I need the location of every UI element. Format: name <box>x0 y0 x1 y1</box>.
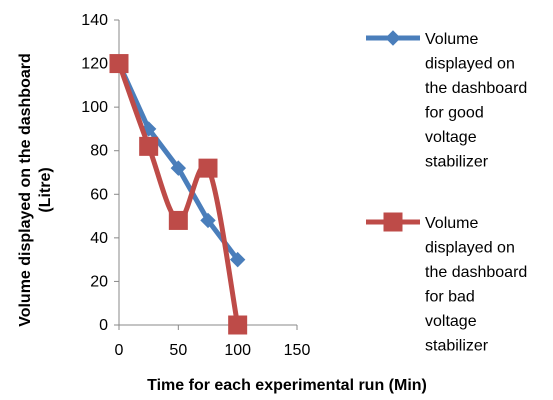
y-tick-label: 80 <box>90 143 108 160</box>
y-tick-label: 140 <box>81 12 108 29</box>
legend-label-line: voltage <box>425 129 477 146</box>
data-point <box>198 158 218 178</box>
legend-label-line: stabilizer <box>425 338 489 355</box>
y-tick-label: 20 <box>90 273 108 290</box>
legend-label-line: stabilizer <box>425 154 489 171</box>
data-point <box>200 212 216 229</box>
legend-label-line: the dashboard <box>425 80 527 97</box>
legend-label-line: voltage <box>425 313 477 330</box>
series-2 <box>109 54 248 335</box>
y-tick-label: 0 <box>99 317 108 334</box>
legend: Volume displayed on the dashboard for good v… <box>366 30 527 355</box>
legend-item-1: Volume displayed on the dashboard for good v… <box>366 30 527 171</box>
legend-label-line: Volume <box>425 215 478 232</box>
x-tick-label: 50 <box>169 342 187 359</box>
series-group <box>109 54 248 335</box>
axis-titles: Time for each experimental run (Min) Vol… <box>17 53 427 394</box>
x-tick-labels: 0 50 100 150 <box>115 342 311 359</box>
legend-swatch-marker <box>383 212 403 232</box>
data-point <box>139 136 159 156</box>
legend-label-line: displayed on <box>425 56 515 73</box>
legend-label-line: displayed on <box>425 240 515 257</box>
x-tick-label: 0 <box>115 342 124 359</box>
data-point <box>229 251 246 268</box>
y-tick-label: 60 <box>90 186 108 203</box>
y-tick-label: 120 <box>81 56 108 73</box>
x-axis-title: Time for each experimental run (Min) <box>147 377 427 394</box>
legend-swatch-marker <box>385 30 401 46</box>
x-tick-label: 100 <box>224 342 251 359</box>
legend-label-line: for good <box>425 105 484 122</box>
data-point <box>168 210 188 230</box>
x-tick-label: 150 <box>284 342 311 359</box>
data-point <box>228 315 248 335</box>
y-tick-label: 100 <box>81 99 108 116</box>
data-point <box>170 160 187 176</box>
legend-item-2: Volume displayed on the dashboard for bad vo… <box>366 212 527 355</box>
legend-label-line: the dashboard <box>425 264 527 281</box>
data-point <box>109 54 129 74</box>
y-tick-label: 40 <box>90 230 108 247</box>
y-tick-labels: 0 20 40 60 80 100 120 140 <box>81 12 108 334</box>
legend-label-line: for bad <box>425 289 475 306</box>
y-axis-title-line-2: (Litre) <box>37 167 54 212</box>
legend-label-line: Volume <box>425 31 478 48</box>
y-axis-title-line-1: Volume displayed on the dashboard <box>17 53 34 327</box>
